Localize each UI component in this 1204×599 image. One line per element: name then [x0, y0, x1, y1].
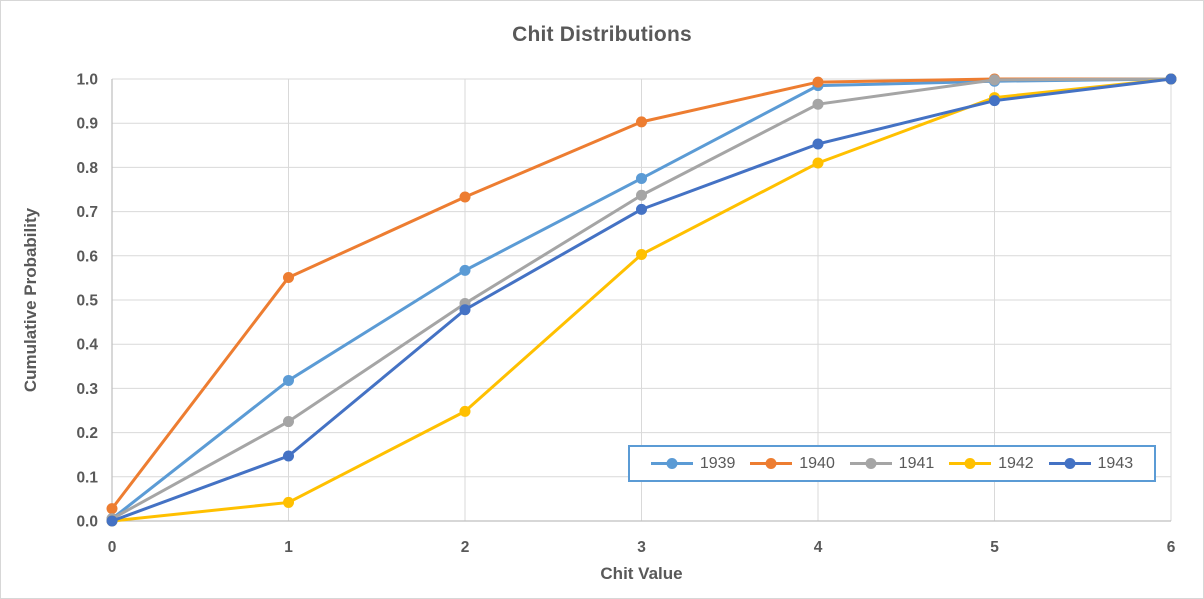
legend-label: 1943 [1097, 454, 1134, 472]
y-tick-label: 0.2 [76, 425, 98, 442]
data-point-1939 [459, 264, 471, 276]
legend-marker-icon [1048, 458, 1091, 469]
y-tick-label: 0.9 [76, 116, 98, 133]
data-point-1942 [636, 248, 647, 260]
y-tick-label: 0.0 [76, 514, 98, 531]
data-point-1943 [283, 450, 294, 462]
y-tick-label: 0.7 [76, 204, 98, 221]
data-point-1943 [459, 304, 471, 316]
legend-item-1940: 1940 [750, 455, 835, 473]
data-point-1941 [283, 416, 294, 428]
data-point-1943 [636, 203, 647, 215]
x-axis-title: Chit Value [600, 564, 683, 583]
data-point-1940 [636, 116, 647, 128]
data-point-1941 [989, 74, 1000, 86]
legend-label: 1942 [998, 454, 1034, 472]
chart-title: Chit Distributions [512, 23, 692, 46]
y-tick-label: 0.6 [76, 248, 98, 265]
data-point-1939 [283, 374, 294, 386]
y-axis-title: Cumulative Probability [21, 207, 40, 393]
x-tick-label: 4 [814, 539, 823, 556]
data-point-1943 [1165, 73, 1177, 85]
data-point-1942 [283, 496, 294, 508]
data-point-1940 [283, 271, 294, 283]
legend-item-1943: 1943 [1048, 454, 1134, 473]
legend-marker-icon [849, 458, 892, 469]
y-tick-label: 0.4 [76, 337, 98, 354]
data-point-1943 [989, 95, 1000, 107]
y-tick-label: 0.5 [76, 293, 98, 310]
legend-label: 1941 [898, 454, 935, 472]
y-tick-label: 1.0 [76, 72, 98, 89]
data-point-1942 [459, 405, 471, 417]
legend-label: 1940 [799, 454, 835, 472]
data-point-1941 [636, 189, 647, 201]
x-tick-label: 6 [1167, 539, 1176, 556]
legend-label: 1939 [699, 454, 736, 472]
data-point-1940 [459, 191, 471, 203]
legend-marker-icon [750, 458, 793, 469]
y-tick-label: 0.1 [76, 469, 98, 486]
data-point-1943 [106, 515, 118, 527]
data-point-1940 [812, 76, 824, 88]
data-point-1941 [812, 98, 824, 110]
legend: 1939 1940 1941 1942 1943 [628, 445, 1156, 482]
x-tick-label: 1 [284, 539, 293, 556]
y-tick-label: 0.3 [76, 381, 98, 398]
legend-item-1941: 1941 [849, 454, 935, 473]
data-point-1942 [812, 157, 824, 169]
data-point-1940 [106, 503, 118, 515]
data-point-1939 [636, 172, 647, 184]
x-tick-label: 0 [108, 539, 117, 556]
x-tick-label: 3 [637, 539, 646, 556]
legend-item-1942: 1942 [949, 455, 1034, 473]
legend-marker-icon [650, 458, 693, 469]
y-tick-label: 0.8 [76, 160, 98, 177]
data-point-1943 [812, 138, 824, 150]
legend-marker-icon [949, 458, 992, 469]
x-tick-label: 2 [461, 539, 470, 556]
x-tick-label: 5 [990, 539, 999, 556]
legend-item-1939: 1939 [650, 454, 736, 473]
